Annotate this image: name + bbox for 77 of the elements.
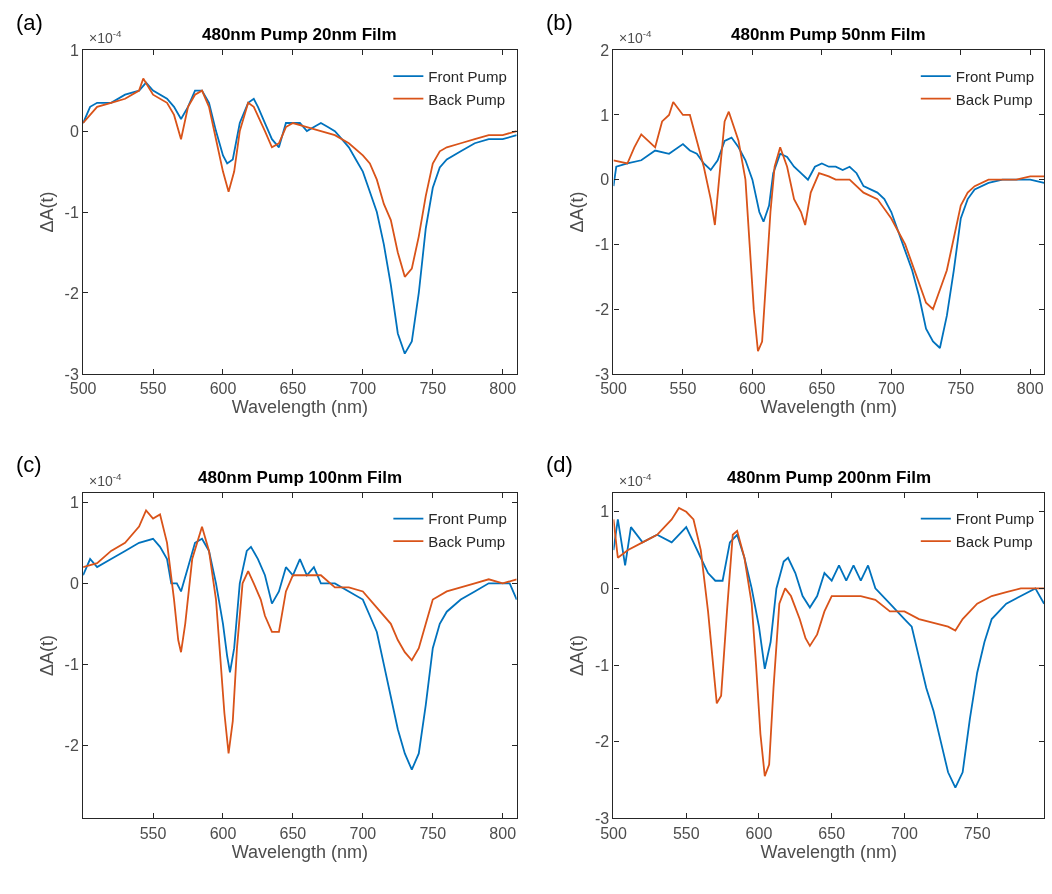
x-tick-label: 750	[419, 824, 447, 842]
y-tick-label: -1	[64, 203, 79, 221]
legend-label: Back Pump	[955, 90, 1033, 108]
y-tick-label: -2	[64, 736, 79, 754]
x-tick-label: 500	[69, 380, 97, 398]
legend-label: Back Pump	[955, 532, 1033, 550]
x-tick-label: 550	[139, 824, 167, 842]
text: ×10$^{-4}$	[89, 471, 123, 489]
text: (d)	[546, 452, 573, 477]
text: (c)	[16, 452, 42, 477]
y-tick-label: 0	[600, 171, 610, 189]
x-tick-label: 600	[209, 824, 237, 842]
chart-title: 480nm Pump 20nm Film	[202, 25, 397, 44]
y-tick-label: -1	[64, 655, 79, 673]
x-tick-label: 650	[818, 824, 846, 842]
x-axis-title: Wavelength (nm)	[760, 841, 897, 862]
legend-label: Back Pump	[428, 532, 506, 550]
x-tick-label: 650	[279, 824, 307, 842]
x-tick-label: 600	[745, 824, 773, 842]
y-tick-label: -3	[64, 365, 79, 383]
legend-label: Front Pump	[428, 67, 507, 85]
x-tick-label: 550	[669, 380, 697, 398]
legend-label: Front Pump	[955, 67, 1035, 85]
y-tick-label: 1	[69, 493, 79, 511]
x-tick-label: 600	[209, 380, 237, 398]
y-tick-label: -1	[594, 656, 610, 674]
legend-label: Front Pump	[955, 510, 1035, 528]
x-tick-label: 500	[600, 380, 627, 398]
y-tick-label: -3	[594, 809, 610, 827]
y-axis-title: ΔA(t)	[36, 191, 57, 233]
legend-label: Front Pump	[428, 510, 507, 528]
y-tick-label: -2	[64, 284, 79, 302]
text: (b)	[546, 10, 573, 35]
x-tick-label: 600	[739, 380, 766, 398]
y-tick-label: 1	[69, 41, 79, 59]
line-series	[83, 537, 517, 771]
x-axis-title: Wavelength (nm)	[231, 841, 369, 862]
x-tick-label: 750	[963, 824, 991, 842]
x-tick-label: 700	[349, 824, 377, 842]
x-tick-label: 550	[139, 380, 167, 398]
chart-title: 480nm Pump 200nm Film	[727, 468, 932, 487]
y-tick-label: 0	[69, 574, 79, 592]
x-tick-label: 550	[672, 824, 700, 842]
x-tick-label: 700	[877, 380, 905, 398]
y-tick-label: -1	[594, 236, 610, 254]
y-tick-label: -2	[594, 300, 610, 318]
text: ×10$^{-4}$	[89, 28, 123, 46]
y-tick-label: 0	[600, 580, 610, 597]
x-tick-label: 700	[891, 824, 918, 842]
x-tick-label: 800	[489, 824, 517, 842]
chart-title: 480nm Pump 50nm Film	[731, 25, 926, 44]
x-tick-label: 800	[1016, 380, 1044, 398]
x-tick-label: 700	[349, 380, 377, 398]
x-tick-label: 800	[489, 380, 517, 398]
y-axis-title: ΔA(t)	[567, 634, 588, 676]
y-tick-label: 1	[600, 106, 610, 124]
text: (a)	[16, 10, 43, 35]
text: ×10$^{-4}$	[619, 28, 653, 46]
x-axis-title: Wavelength (nm)	[231, 397, 369, 418]
y-tick-label: -3	[594, 365, 610, 383]
x-tick-label: 750	[419, 380, 447, 398]
x-axis-title: Wavelength (nm)	[760, 397, 897, 418]
y-tick-label: -2	[594, 733, 610, 751]
x-tick-label: 750	[947, 380, 975, 398]
x-tick-label: 650	[808, 380, 836, 398]
legend-label: Back Pump	[428, 90, 506, 108]
chart-title: 480nm Pump 100nm Film	[198, 468, 403, 487]
line-series	[83, 509, 517, 755]
x-tick-label: 650	[279, 380, 307, 398]
y-tick-label: 1	[600, 503, 610, 521]
y-tick-label: 2	[600, 41, 610, 59]
text: ×10$^{-4}$	[619, 471, 653, 489]
y-axis-title: ΔA(t)	[567, 191, 588, 233]
line-series	[613, 136, 1045, 349]
y-tick-label: 0	[69, 122, 79, 140]
x-tick-label: 500	[600, 824, 627, 842]
y-axis-title: ΔA(t)	[36, 634, 57, 676]
